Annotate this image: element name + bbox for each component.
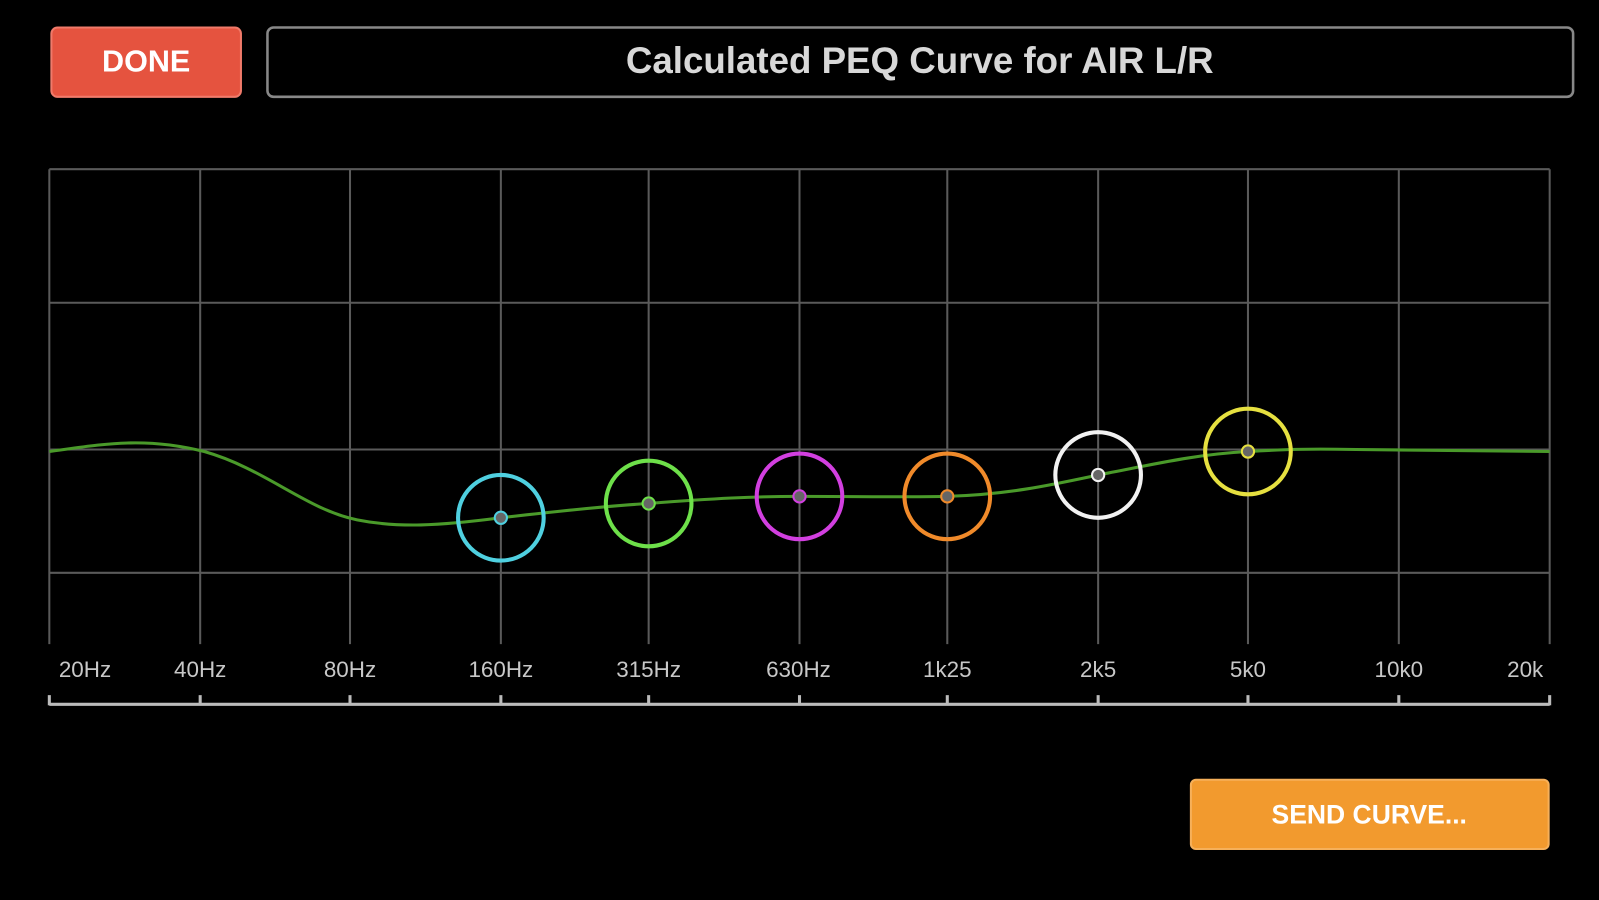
eq-band-node[interactable] (456, 472, 546, 563)
x-axis-ticks (47, 695, 1552, 706)
eq-band-node[interactable] (1203, 406, 1293, 497)
x-axis-label: 160Hz (468, 657, 533, 682)
x-axis-label: 1k25 (923, 657, 972, 682)
eq-band-center (940, 489, 955, 504)
eq-band-center (641, 496, 656, 511)
title: Calculated PEQ Curve for AIR L/R (626, 40, 1214, 81)
x-axis-label: 2k5 (1080, 657, 1116, 682)
eq-grid (48, 168, 1551, 645)
x-axis-label: 5k0 (1230, 657, 1266, 682)
eq-curve (49, 441, 1550, 527)
x-axis-labels: 20Hz 40Hz 80Hz 160Hz 315Hz 630Hz 1k25 2k5 5k0 10k… (59, 657, 1544, 682)
x-axis-label: 20Hz (59, 657, 111, 682)
send-label[interactable]: SEND CURVE... (1272, 799, 1467, 829)
x-axis-label: 630Hz (766, 657, 831, 682)
x-axis-label: 10k0 (1375, 657, 1424, 682)
eq-band-center (792, 489, 807, 504)
title-box (266, 26, 1575, 99)
x-axis-label: 315Hz (616, 657, 681, 682)
eq-band-ring[interactable] (754, 451, 845, 542)
x-axis-label: 20k (1507, 657, 1544, 682)
eq-band-node[interactable] (902, 451, 993, 542)
done-button-bg[interactable] (50, 26, 242, 98)
eq-band-ring[interactable] (902, 451, 993, 542)
eq-band-center (1091, 467, 1106, 483)
done-label[interactable]: DONE (102, 44, 190, 78)
send-button-bg[interactable] (1189, 778, 1550, 851)
eq-band-center (493, 510, 508, 525)
x-axis-label: 80Hz (324, 657, 376, 682)
done-button[interactable]: DONE (50, 26, 242, 98)
eq-band-node[interactable] (754, 451, 845, 542)
eq-band-node[interactable] (1053, 430, 1143, 520)
x-axis-label: 40Hz (174, 657, 226, 682)
eq-band-ring[interactable] (1053, 430, 1143, 520)
eq-band-ring[interactable] (456, 472, 546, 563)
eq-nodes (456, 406, 1293, 563)
eq-band-ring[interactable] (1203, 406, 1293, 497)
eq-band-center (1240, 444, 1256, 459)
eq-band-node[interactable] (603, 458, 694, 549)
send-button[interactable]: SEND CURVE... (1189, 778, 1550, 851)
eq-band-ring[interactable] (603, 458, 694, 549)
